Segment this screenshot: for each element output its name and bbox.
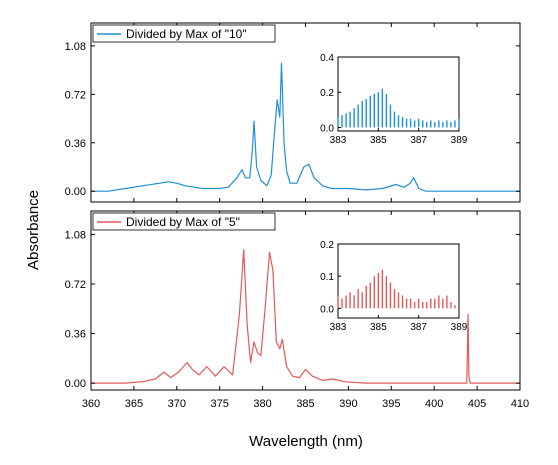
- top-y-tick-label: 0.00: [65, 186, 86, 198]
- bottom-legend-box: [92, 212, 276, 231]
- top-y-tick-label: 0.36: [65, 138, 86, 150]
- bottom-inset-y-tick-label: 0.1: [320, 272, 334, 283]
- top-series-line: [91, 62, 520, 192]
- bottom-inset: 383 385 387 389 0.0 0.1 0.2: [320, 240, 468, 333]
- x-tick-label: 390: [339, 398, 357, 410]
- bottom-inset-y-tick-label: 0.0: [320, 304, 334, 315]
- x-tick-label: 380: [253, 398, 271, 410]
- bottom-inset-x-tick-label: 387: [410, 322, 427, 333]
- y-axis-title: Absorbance: [25, 190, 42, 270]
- x-tick-label: 375: [211, 398, 229, 410]
- top-inset-y-tick-label: 0.4: [320, 53, 334, 64]
- top-inset-y-tick-label: 0.2: [320, 88, 334, 99]
- bottom-y-tick-label: 0.72: [65, 279, 86, 291]
- top-inset-x-tick-label: 389: [451, 135, 468, 146]
- top-inset-x-tick-label: 383: [330, 135, 347, 146]
- x-tick-label: 365: [125, 398, 143, 410]
- bottom-inset-x-tick-label: 389: [451, 322, 468, 333]
- x-tick-label: 370: [168, 398, 186, 410]
- x-tick-label: 400: [425, 398, 443, 410]
- shared-axis-labels: Wavelength (nm) Absorbance: [25, 190, 363, 450]
- x-tick-label: 405: [468, 398, 486, 410]
- bottom-inset-x-tick-label: 383: [330, 322, 347, 333]
- x-tick-label: 385: [296, 398, 314, 410]
- bottom-panel: 0.00 0.36 0.72 1.08 360 365 370 375 380 385 390 395…: [65, 210, 529, 410]
- x-tick-label: 395: [382, 398, 400, 410]
- top-inset: 383 385 387 389 0.0 0.2 0.4: [320, 53, 468, 146]
- top-legend: Divided by Max of "10": [92, 24, 276, 43]
- bottom-legend: Divided by Max of "5": [92, 212, 276, 231]
- bottom-inset-y-tick-label: 0.2: [320, 240, 334, 251]
- x-axis-title: Wavelength (nm): [249, 433, 363, 450]
- top-panel: 0.00 0.36 0.72 1.08 Divided by Max of "10" 38…: [65, 22, 521, 203]
- top-legend-label: Divided by Max of "10": [126, 27, 247, 41]
- x-tick-label: 360: [82, 398, 100, 410]
- top-inset-x-tick-label: 385: [370, 135, 387, 146]
- top-legend-box: [92, 24, 276, 43]
- bottom-series-line: [91, 249, 520, 384]
- bottom-legend-label: Divided by Max of "5": [126, 215, 240, 229]
- bottom-inset-x-tick-label: 385: [370, 322, 387, 333]
- x-tick-label: 410: [511, 398, 529, 410]
- bottom-y-tick-label: 1.08: [65, 229, 86, 241]
- top-inset-y-tick-label: 0.0: [320, 123, 334, 134]
- top-inset-x-tick-label: 387: [410, 135, 427, 146]
- bottom-y-tick-label: 0.36: [65, 329, 86, 341]
- top-y-tick-label: 0.72: [65, 89, 86, 101]
- bottom-y-tick-label: 0.00: [65, 378, 86, 390]
- top-y-tick-label: 1.08: [65, 41, 86, 53]
